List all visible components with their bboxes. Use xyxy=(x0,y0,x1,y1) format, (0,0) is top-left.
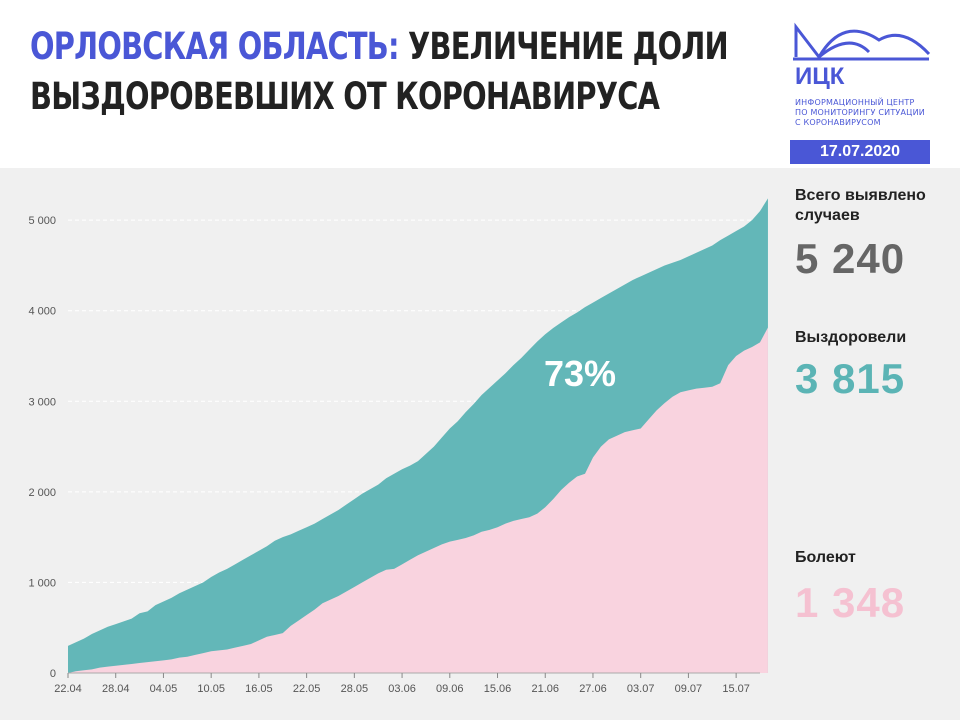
header: ОРЛОВСКАЯ ОБЛАСТЬ: УВЕЛИЧЕНИЕ ДОЛИ ВЫЗДО… xyxy=(0,0,960,168)
x-tick-label: 15.07 xyxy=(722,683,750,695)
total-cases-label: Всего выявлено случаев xyxy=(795,187,926,224)
x-tick-label: 16.05 xyxy=(245,683,273,695)
axis-layer: 0 1 000 2 000 3 000 4 000 5 000 22.04 28.04 04.0… xyxy=(28,215,760,695)
title-region: ОРЛОВСКАЯ ОБЛАСТЬ: xyxy=(30,25,400,68)
title-line-1: ОРЛОВСКАЯ ОБЛАСТЬ: УВЕЛИЧЕНИЕ ДОЛИ xyxy=(30,22,729,72)
date-badge: 17.07.2020 xyxy=(790,140,930,164)
sick-value: 1 348 xyxy=(795,579,906,626)
recovered-share-annotation: 73% xyxy=(544,353,616,394)
x-tick-label: 15.06 xyxy=(484,683,512,695)
y-tick-label: 1 000 xyxy=(28,577,56,589)
y-tick-label: 0 xyxy=(50,668,56,680)
logo-sub-line: ИНФОРМАЦИОННЫЙ ЦЕНТР xyxy=(795,98,915,107)
ick-logo: ИЦК xyxy=(793,22,931,90)
x-tick-label: 09.06 xyxy=(436,683,464,695)
x-tick-label: 10.05 xyxy=(197,683,225,695)
x-tick-label: 21.06 xyxy=(531,683,559,695)
x-tick-label: 09.07 xyxy=(675,683,703,695)
logo-abbr: ИЦК xyxy=(795,63,845,90)
logo-sub-line: С КОРОНАВИРУСОМ xyxy=(795,118,881,127)
title-line-1-rest: УВЕЛИЧЕНИЕ ДОЛИ xyxy=(398,25,729,68)
y-tick-label: 4 000 xyxy=(28,306,56,318)
y-tick-label: 2 000 xyxy=(28,487,56,499)
x-tick-label: 27.06 xyxy=(579,683,607,695)
x-tick-label: 22.04 xyxy=(54,683,82,695)
logo-wave-icon xyxy=(794,22,931,60)
logo-subtitle: ИНФОРМАЦИОННЫЙ ЦЕНТР ПО МОНИТОРИНГУ СИТУ… xyxy=(795,98,925,128)
area-chart: 0 1 000 2 000 3 000 4 000 5 000 22.04 28.04 04.0… xyxy=(28,198,768,695)
page-title: ОРЛОВСКАЯ ОБЛАСТЬ: УВЕЛИЧЕНИЕ ДОЛИ ВЫЗДО… xyxy=(30,22,729,122)
x-tick-label: 28.04 xyxy=(102,683,130,695)
x-tick-label: 03.07 xyxy=(627,683,655,695)
x-tick-label: 04.05 xyxy=(150,683,178,695)
recovered-area xyxy=(68,327,768,673)
recovered-value: 3 815 xyxy=(795,355,906,402)
sick-label: Болеют xyxy=(795,549,856,566)
x-tick-label: 22.05 xyxy=(293,683,321,695)
y-tick-label: 3 000 xyxy=(28,396,56,408)
total-cases-value: 5 240 xyxy=(795,235,906,282)
y-tick-label: 5 000 xyxy=(28,215,56,227)
x-tick-label: 03.06 xyxy=(388,683,416,695)
x-tick-label: 28.05 xyxy=(341,683,369,695)
title-line-2: ВЫЗДОРОВЕВШИХ ОТ КОРОНАВИРУСА xyxy=(30,75,660,118)
logo-sub-line: ПО МОНИТОРИНГУ СИТУАЦИИ xyxy=(795,108,925,117)
recovered-label: Выздоровели xyxy=(795,329,907,346)
